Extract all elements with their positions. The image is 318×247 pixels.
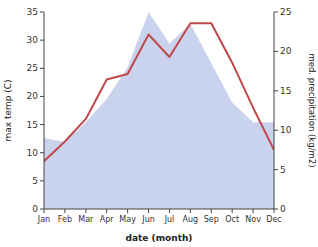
area <box>44 12 274 209</box>
y-tick <box>40 40 44 41</box>
chart-svg: 0 5 10 15 20 25 30 35 0 5 10 15 20 25 Jan Feb Mar Apr May J… <box>0 0 318 247</box>
y-tick <box>40 180 44 181</box>
y-tick <box>40 152 44 153</box>
y-tick <box>40 96 44 97</box>
line <box>44 23 274 161</box>
x-tick-label: Jan <box>37 215 50 224</box>
y2-axis-line <box>274 12 275 209</box>
x-tick-label: Sep <box>204 215 219 224</box>
x-tick <box>85 209 86 213</box>
y2-tick <box>274 209 278 210</box>
x-tick-label: Feb <box>58 215 72 224</box>
axes: 0 5 10 15 20 25 30 35 0 5 10 15 20 25 Jan Feb Mar Apr May J… <box>27 7 292 224</box>
x-tick <box>190 209 191 213</box>
x-tick <box>44 209 45 213</box>
y-axis-line <box>44 12 45 209</box>
x-tick <box>211 209 212 213</box>
y2-tick <box>274 90 278 91</box>
x-tick-label: Mar <box>78 215 94 224</box>
x-tick <box>148 209 149 213</box>
x-tick-label: Jul <box>164 215 175 224</box>
x-tick <box>106 209 107 213</box>
y2-tick-label: 25 <box>280 7 291 17</box>
x-tick-label: May <box>119 215 136 224</box>
x-tick <box>274 209 275 213</box>
y-tick <box>40 209 44 210</box>
chart-container: 0 5 10 15 20 25 30 35 0 5 10 15 20 25 Jan Feb Mar Apr May J… <box>0 0 318 247</box>
y-tick <box>40 124 44 125</box>
y2-tick <box>274 51 278 52</box>
y2-tick <box>274 130 278 131</box>
x-tick <box>64 209 65 213</box>
x-tick <box>127 209 128 213</box>
y-axis-label: max temp (C) <box>3 79 13 141</box>
x-tick <box>232 209 233 213</box>
y-tick-label: 0 <box>32 204 38 214</box>
y-tick-label: 5 <box>32 176 38 186</box>
y-tick-label: 20 <box>27 91 39 101</box>
y-tick-label: 30 <box>27 35 39 45</box>
marks <box>44 12 274 209</box>
y-tick-label: 10 <box>27 148 39 158</box>
y2-tick-label: 5 <box>280 165 286 175</box>
x-tick-label: Oct <box>225 215 239 224</box>
y-tick <box>40 68 44 69</box>
x-tick <box>169 209 170 213</box>
x-tick-label: Nov <box>245 215 261 224</box>
x-axis-line <box>44 209 274 210</box>
y2-tick-label: 10 <box>280 125 292 135</box>
x-tick <box>253 209 254 213</box>
x-tick-label: Aug <box>183 215 199 224</box>
y2-tick-label: 20 <box>280 46 292 56</box>
x-tick-label: Dec <box>266 215 281 224</box>
y-tick-label: 15 <box>27 120 38 130</box>
y2-tick <box>274 12 278 13</box>
x-axis-label: date (month) <box>126 233 193 243</box>
y2-tick-label: 15 <box>280 86 291 96</box>
page: {"chart_data": {"type": "line", "xlabel"… <box>0 0 318 247</box>
y-tick-label: 25 <box>27 63 38 73</box>
y2-axis-label: med. precipitation (kg/m2) <box>307 53 317 167</box>
y2-tick-label: 0 <box>280 204 286 214</box>
y-tick <box>40 12 44 13</box>
x-tick-label: Jun <box>141 215 155 224</box>
y-tick-label: 35 <box>27 7 38 17</box>
y2-tick <box>274 169 278 170</box>
x-tick-label: Apr <box>100 215 115 224</box>
